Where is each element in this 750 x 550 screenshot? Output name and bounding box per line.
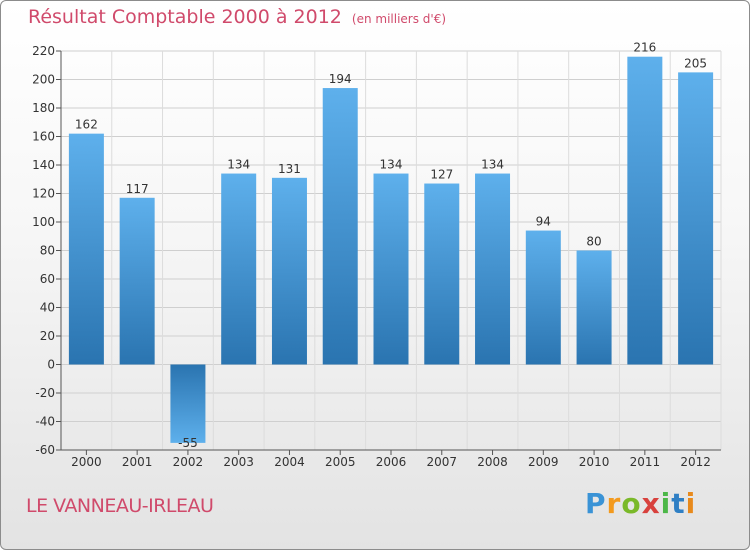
data-label: 117 (126, 182, 149, 196)
x-tick-label: 2003 (223, 455, 254, 469)
y-tick-label: 20 (40, 329, 55, 343)
y-tick-label: 220 (32, 44, 55, 58)
x-tick-label: 2011 (630, 455, 661, 469)
x-tick-label: 2006 (376, 455, 407, 469)
bar (627, 56, 663, 365)
chart-title: Résultat Comptable 2000 à 2012 (en millie… (28, 6, 446, 28)
bar (373, 173, 409, 365)
data-labels: 162 117 -55 134 131 194 134 127 134 94 80 216 205 (75, 41, 707, 450)
bar (221, 173, 257, 365)
logo-letter: o (621, 487, 642, 520)
place-name: LE VANNEAU-IRLEAU (26, 495, 214, 517)
bar (322, 88, 358, 365)
bar (475, 173, 511, 365)
logo-letter: P (585, 487, 607, 520)
data-label: 127 (430, 168, 453, 182)
data-label: 134 (481, 158, 504, 172)
x-tick-label: 2010 (579, 455, 610, 469)
data-label: -55 (178, 436, 198, 450)
logo-letter: r (606, 487, 622, 520)
bar (170, 364, 206, 443)
data-label: 162 (75, 118, 98, 132)
data-label: 134 (227, 158, 250, 172)
y-tick-label: 160 (32, 130, 55, 144)
data-label: 94 (536, 215, 551, 229)
chart-unit-label: (en milliers d'€) (351, 12, 447, 26)
x-tick-label: 2007 (426, 455, 457, 469)
data-label: 80 (586, 235, 601, 249)
bar (576, 250, 612, 365)
logo-letter: i (685, 487, 697, 520)
y-tick-label: 180 (32, 101, 55, 115)
y-tick-label: 40 (40, 301, 55, 315)
x-tick-label: 2000 (71, 455, 102, 469)
x-tick-label: 2008 (477, 455, 508, 469)
logo-letter: t (671, 487, 686, 520)
bar (271, 177, 307, 365)
logo-letter: x (641, 487, 661, 520)
x-tick-label: 2012 (680, 455, 711, 469)
y-tick-label: 80 (40, 244, 55, 258)
y-tick-label: -40 (35, 415, 55, 429)
x-tick-label: 2002 (173, 455, 204, 469)
x-tick-label: 2005 (325, 455, 356, 469)
proxiti-logo: Proxiti (585, 487, 696, 520)
bar (424, 183, 460, 365)
data-label: 205 (684, 56, 707, 70)
x-tick-label: 2009 (528, 455, 559, 469)
y-tick-label: 0 (47, 358, 55, 372)
chart-title-text: Résultat Comptable 2000 à 2012 (28, 6, 342, 28)
data-label: 194 (329, 72, 352, 86)
bar (525, 230, 561, 365)
data-label: 131 (278, 162, 301, 176)
bar (68, 133, 104, 365)
y-tick-label: 140 (32, 158, 55, 172)
y-tick-label: 60 (40, 272, 55, 286)
bar (678, 72, 714, 365)
data-label: 216 (633, 41, 656, 55)
logo-letter: i (660, 487, 672, 520)
y-tick-label: 100 (32, 215, 55, 229)
axes: -60 -40 -20 0 20 40 60 80 100 120 140 160 180 200 220 2… (32, 44, 721, 469)
y-tick-label: 120 (32, 187, 55, 201)
x-tick-label: 2004 (274, 455, 305, 469)
x-tick-label: 2001 (122, 455, 153, 469)
data-label: 134 (380, 158, 403, 172)
bars (68, 56, 714, 443)
y-tick-label: 200 (32, 73, 55, 87)
y-tick-label: -60 (35, 443, 55, 457)
y-tick-label: -20 (35, 386, 55, 400)
bar (119, 197, 155, 365)
